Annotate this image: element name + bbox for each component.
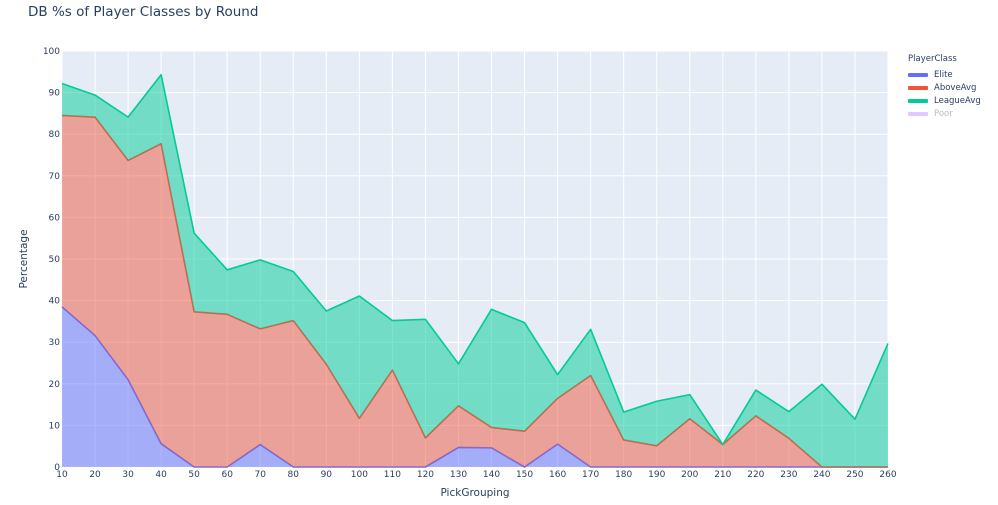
x-tick-label: 110 <box>384 470 401 480</box>
area-series <box>61 73 889 468</box>
legend-label: AboveAvg <box>934 82 977 93</box>
x-tick-label: 50 <box>188 470 200 480</box>
y-tick-label: 60 <box>49 213 61 223</box>
chart-title: DB %s of Player Classes by Round <box>28 4 259 20</box>
x-tick-label: 230 <box>780 470 797 480</box>
x-tick-label: 250 <box>846 470 863 480</box>
legend-label: Poor <box>934 108 953 119</box>
legend-item-poor[interactable]: Poor <box>908 107 981 120</box>
x-tick-label: 80 <box>288 470 300 480</box>
x-tick-label: 40 <box>155 470 167 480</box>
x-axis-ticks: 10 20 30 40 50 60 70 80 90 100 110 120 130 140 150 160 1… <box>56 470 897 480</box>
x-tick-label: 220 <box>747 470 764 480</box>
legend-label: LeagueAvg <box>934 95 981 106</box>
x-tick-label: 200 <box>681 470 698 480</box>
x-tick-label: 60 <box>221 470 233 480</box>
x-tick-label: 130 <box>450 470 467 480</box>
y-axis-ticks: 0 10 20 30 40 50 60 70 80 90 100 <box>43 47 60 473</box>
legend-swatch-icon <box>908 111 928 116</box>
legend-swatch-icon <box>908 72 928 77</box>
legend-swatch-icon <box>908 85 928 90</box>
y-axis-title: Percentage <box>18 229 30 288</box>
x-tick-label: 150 <box>516 470 533 480</box>
x-tick-label: 190 <box>648 470 665 480</box>
y-tick-label: 30 <box>49 338 61 348</box>
area-leagueavg[interactable] <box>62 74 888 467</box>
y-tick-label: 100 <box>43 47 60 57</box>
legend-item-leagueavg[interactable]: LeagueAvg <box>908 94 981 107</box>
legend-item-aboveavg[interactable]: AboveAvg <box>908 81 981 94</box>
line-leagueavg <box>61 73 889 446</box>
x-tick-label: 20 <box>89 470 101 480</box>
y-tick-label: 70 <box>49 172 61 182</box>
legend-label: Elite <box>934 69 953 80</box>
x-tick-label: 180 <box>615 470 632 480</box>
legend: PlayerClass Elite AboveAvg LeagueAvg Poor <box>908 54 981 120</box>
y-tick-label: 50 <box>49 255 61 265</box>
y-tick-label: 40 <box>49 297 61 307</box>
x-tick-label: 70 <box>255 470 267 480</box>
area-elite[interactable] <box>62 306 888 467</box>
x-tick-label: 30 <box>122 470 134 480</box>
x-axis-title: PickGrouping <box>440 487 509 499</box>
x-tick-label: 210 <box>714 470 731 480</box>
x-tick-label: 100 <box>351 470 368 480</box>
x-tick-label: 160 <box>549 470 566 480</box>
area-aboveavg[interactable] <box>62 115 888 467</box>
legend-title: PlayerClass <box>908 54 957 64</box>
x-tick-label: 140 <box>483 470 500 480</box>
x-tick-label: 10 <box>56 470 68 480</box>
legend-item-elite[interactable]: Elite <box>908 68 981 81</box>
x-tick-label: 240 <box>813 470 830 480</box>
x-tick-label: 120 <box>417 470 434 480</box>
legend-swatch-icon <box>908 98 928 103</box>
x-tick-label: 90 <box>321 470 333 480</box>
x-tick-label: 170 <box>582 470 599 480</box>
y-tick-label: 80 <box>49 130 61 140</box>
y-tick-label: 20 <box>49 380 61 390</box>
y-tick-label: 0 <box>54 463 60 473</box>
y-tick-label: 90 <box>49 89 61 99</box>
x-tick-label: 260 <box>879 470 896 480</box>
y-tick-label: 10 <box>49 421 61 431</box>
